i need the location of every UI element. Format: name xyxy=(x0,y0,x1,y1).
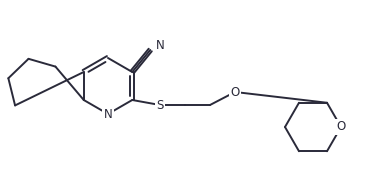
Text: O: O xyxy=(336,121,346,133)
Text: S: S xyxy=(156,99,164,111)
Text: O: O xyxy=(230,85,240,99)
Text: N: N xyxy=(156,39,165,51)
Text: N: N xyxy=(104,108,113,121)
